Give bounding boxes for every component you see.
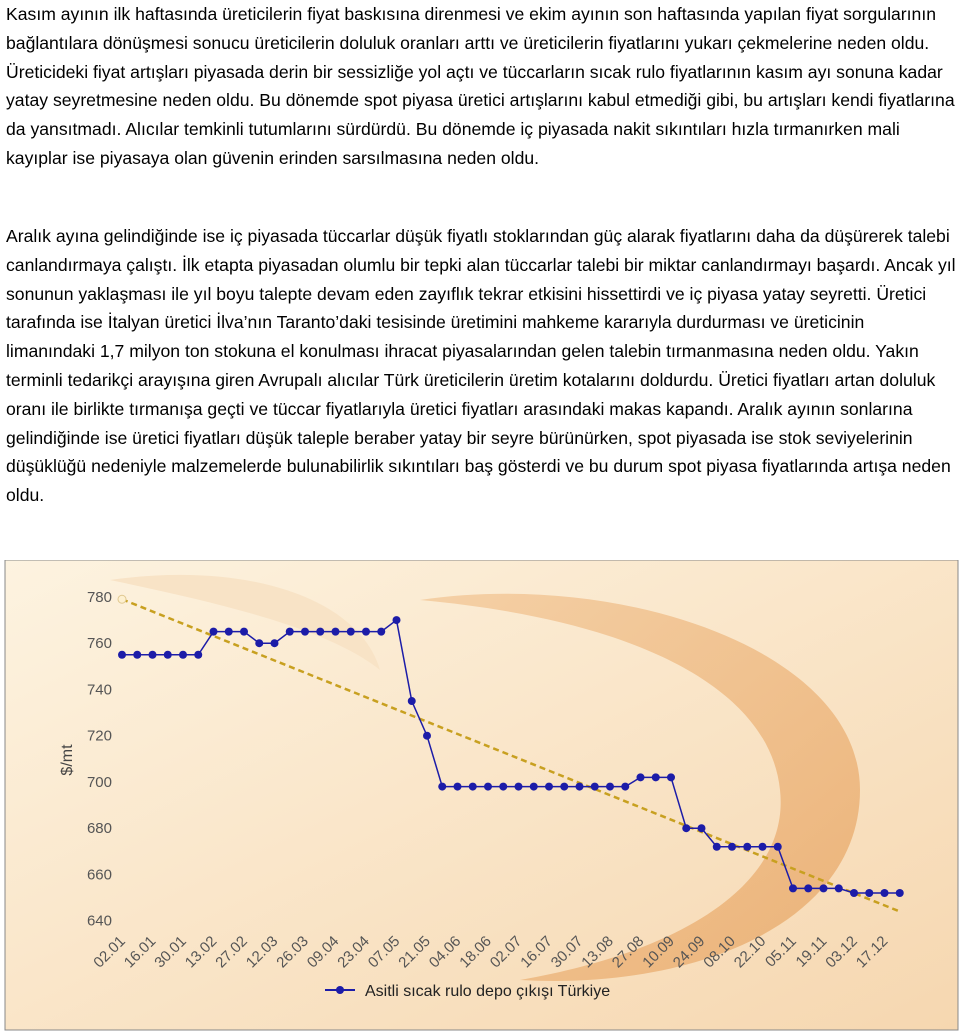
- data-point: [133, 650, 142, 659]
- data-point: [621, 782, 630, 791]
- data-point: [331, 627, 340, 636]
- y-tick-label: 640: [87, 913, 112, 930]
- data-point: [819, 884, 828, 893]
- paragraph: Aralık ayına gelindiğinde ise iç piyasad…: [6, 226, 956, 506]
- data-point: [545, 782, 553, 791]
- data-point: [392, 616, 401, 625]
- data-point: [636, 773, 645, 782]
- data-point: [301, 627, 309, 636]
- data-point: [575, 782, 584, 791]
- data-point: [484, 782, 492, 791]
- data-point: [346, 627, 355, 636]
- data-point: [773, 842, 782, 851]
- data-point: [423, 731, 431, 740]
- data-point: [529, 782, 538, 791]
- data-point: [118, 650, 126, 659]
- data-point: [194, 650, 203, 659]
- data-point: [499, 782, 508, 791]
- data-point: [255, 639, 264, 648]
- data-point: [240, 627, 248, 636]
- chart: $/mt Asitli sıcak rulo depo çıkışı Türki…: [4, 560, 959, 1031]
- legend-label: Asitli sıcak rulo depo çıkışı Türkiye: [365, 983, 610, 1000]
- data-point: [758, 842, 767, 851]
- decoration: [420, 593, 860, 981]
- data-point: [377, 627, 386, 636]
- data-point: [880, 888, 889, 897]
- trend-start: [117, 594, 127, 604]
- data-point: [895, 888, 904, 897]
- y-tick-label: 780: [87, 589, 112, 606]
- y-tick-label: 700: [87, 774, 112, 791]
- data-point: [453, 782, 462, 791]
- y-tick-label: 720: [87, 728, 112, 745]
- data-point: [224, 627, 233, 636]
- decoration: [110, 574, 380, 670]
- data-point: [667, 773, 675, 782]
- data-point: [148, 650, 157, 659]
- data-point: [285, 627, 294, 636]
- data-point: [850, 888, 858, 897]
- data-point: [514, 782, 523, 791]
- data-point: [438, 782, 447, 791]
- data-point: [834, 884, 843, 893]
- data-point: [316, 627, 325, 636]
- y-axis-label: $/mt: [59, 744, 76, 776]
- legend-marker: [336, 986, 344, 994]
- data-point: [468, 782, 477, 791]
- data-point: [270, 639, 279, 648]
- data-point: [728, 842, 736, 851]
- data-point: [651, 773, 660, 782]
- data-point: [789, 884, 797, 893]
- data-point: [209, 627, 218, 636]
- data-point: [163, 650, 172, 659]
- y-tick-label: 760: [87, 635, 112, 652]
- data-point: [865, 888, 874, 897]
- data-point: [682, 824, 691, 833]
- data-point: [697, 824, 706, 833]
- data-point: [712, 842, 721, 851]
- y-tick-label: 740: [87, 681, 112, 698]
- data-point: [804, 884, 813, 893]
- data-point: [407, 697, 416, 706]
- data-point: [743, 842, 752, 851]
- data-point: [590, 782, 599, 791]
- y-tick-label: 660: [87, 866, 112, 883]
- y-tick-label: 680: [87, 820, 112, 837]
- paragraph: Kasım ayının ilk haftasında üreticilerin…: [6, 4, 955, 168]
- data-point: [560, 782, 569, 791]
- data-point: [362, 627, 370, 636]
- data-point: [179, 650, 187, 659]
- series-line: [122, 618, 900, 894]
- data-point: [606, 782, 614, 791]
